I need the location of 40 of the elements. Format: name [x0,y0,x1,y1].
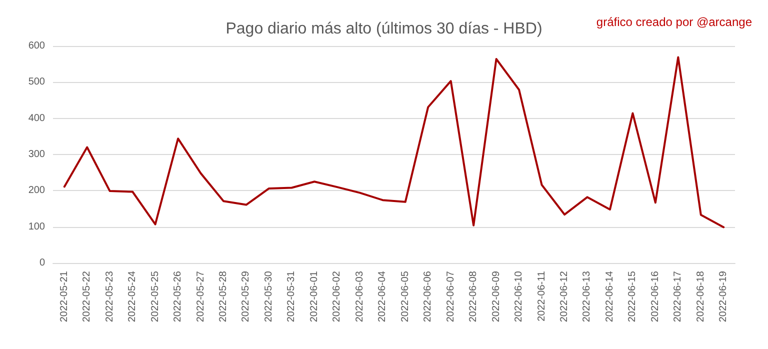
x-tick-label: 2022-05-26 [172,270,184,322]
y-tick-label: 400 [28,112,46,124]
x-tick-label: 2022-05-28 [218,270,229,322]
x-tick-label: 2022-05-22 [82,270,93,322]
x-tick-label: 2022-05-30 [263,270,274,322]
chart-title: Pago diario más alto (últimos 30 días - HBD) [226,20,542,38]
y-tick-label: 600 [28,40,46,52]
x-tick-label: 2022-06-01 [308,270,320,322]
y-tick-label: 100 [28,221,46,232]
x-tick-label: 2022-06-13 [582,270,593,322]
x-tick-label: 2022-06-12 [559,270,570,322]
x-tick-label: 2022-06-09 [490,270,502,322]
y-tick-label: 500 [28,76,46,88]
x-tick-label: 2022-05-31 [286,270,298,322]
x-tick-label: 2022-05-29 [240,270,252,322]
x-tick-label: 2022-06-06 [422,270,434,322]
x-tick-label: 2022-05-25 [150,270,161,322]
x-tick-label: 2022-05-27 [195,270,206,322]
y-tick-label: 200 [28,185,46,196]
x-tick-label: 2022-06-08 [468,270,480,322]
x-tick-label: 2022-06-18 [695,270,706,322]
x-tick-label: 2022-05-24 [127,270,138,322]
x-tick-label: 2022-05-21 [58,270,70,322]
x-tick-label: 2022-06-14 [604,270,616,322]
x-tick-label: 2022-06-11 [536,270,548,322]
x-tick-label: 2022-06-16 [650,270,661,322]
line-series [63,56,725,228]
x-tick-label: 2022-06-15 [627,270,638,322]
x-tick-label: 2022-06-17 [672,270,684,322]
x-tick-label: 2022-05-23 [104,270,116,322]
text: gráfico creado por @arcange [596,15,752,29]
y-tick-label: 300 [28,149,46,160]
y-tick-label: 0 [39,258,46,268]
x-tick-label: 2022-06-04 [377,270,388,322]
x-tick-label: 2022-06-05 [400,270,411,322]
x-tick-label: 2022-06-03 [354,270,366,322]
x-tick-label: 2022-06-02 [332,270,343,322]
x-tick-label: 2022-06-10 [514,270,525,322]
x-tick-label: 2022-06-19 [718,270,730,322]
x-tick-label: 2022-06-07 [445,270,456,322]
